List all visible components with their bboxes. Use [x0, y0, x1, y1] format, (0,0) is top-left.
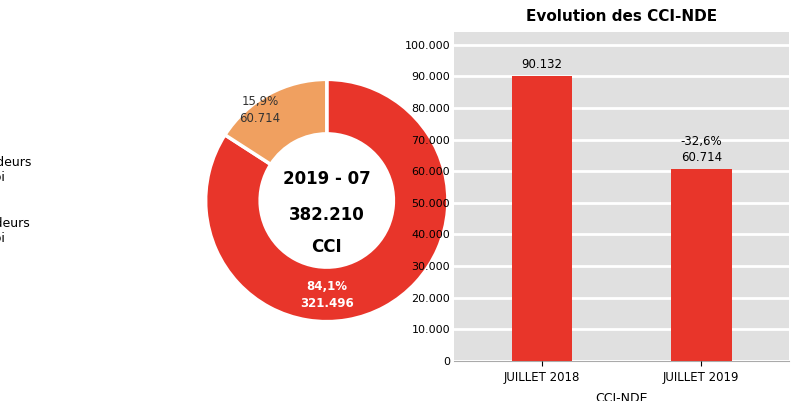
Text: CCI: CCI — [312, 237, 342, 255]
Text: 90.132: 90.132 — [521, 58, 563, 71]
Text: 15,9%
60.714: 15,9% 60.714 — [240, 95, 281, 125]
Bar — [512, 76, 572, 361]
Text: -32,6%
60.714: -32,6% 60.714 — [681, 135, 722, 164]
Text: 382.210: 382.210 — [289, 206, 365, 224]
Text: 84,1%
321.496: 84,1% 321.496 — [300, 280, 354, 310]
Text: 2019 - 07: 2019 - 07 — [283, 170, 371, 188]
Title: Evolution des CCI-NDE: Evolution des CCI-NDE — [526, 9, 717, 24]
Wedge shape — [225, 79, 327, 164]
Wedge shape — [206, 79, 448, 322]
X-axis label: CCI-NDE: CCI-NDE — [595, 392, 648, 401]
Bar — [671, 169, 732, 361]
Legend: Demandeurs
d'emploi, Non-
demandeurs
d'emploi: Demandeurs d'emploi, Non- demandeurs d'e… — [0, 151, 37, 250]
